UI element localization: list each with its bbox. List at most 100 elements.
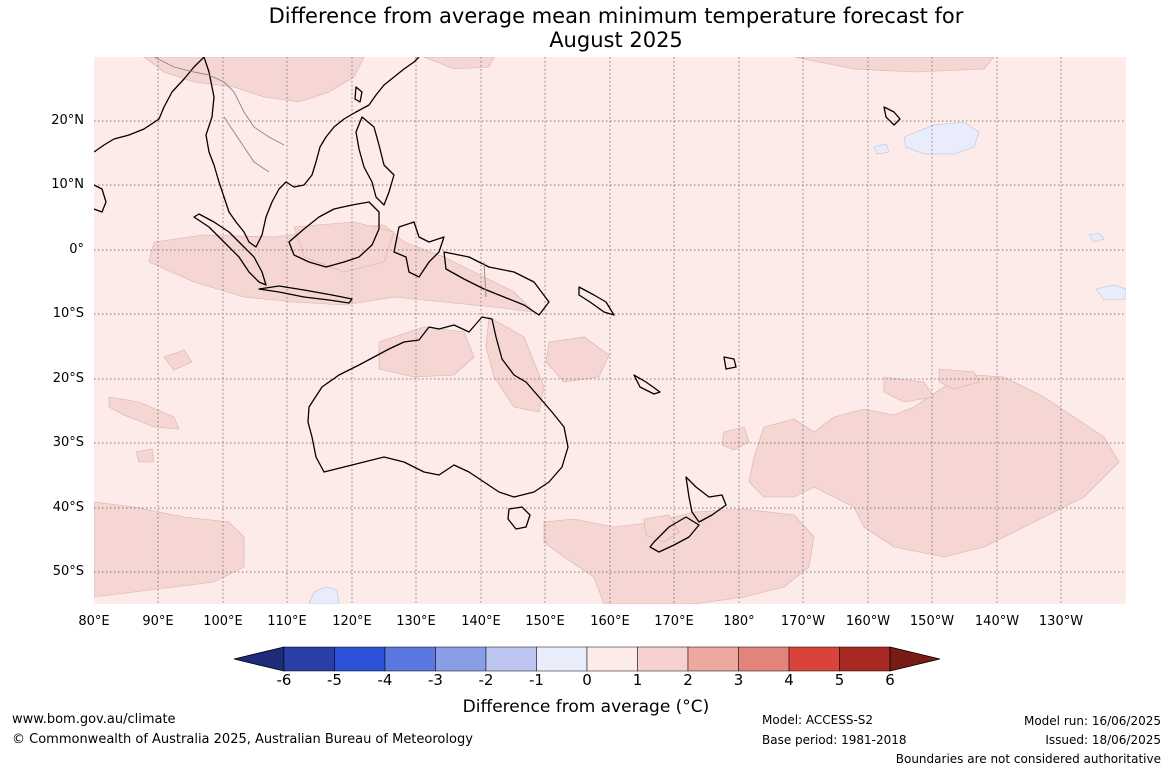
lon-label-130e: 130°E: [396, 614, 436, 629]
colorbar-segment: [485, 646, 537, 672]
colorbar-tick-label: 2: [683, 671, 693, 689]
lon-label-150w: 150°W: [909, 614, 955, 629]
lon-label-120e: 120°E: [332, 614, 372, 629]
footer-copyright: © Commonwealth of Australia 2025, Austra…: [12, 732, 473, 747]
lat-label-50s: 50°S: [52, 564, 84, 579]
coast-solomons: [578, 286, 615, 316]
lon-label-140e: 140°E: [461, 614, 501, 629]
cool-east-pacific-south: [1095, 284, 1126, 301]
colorbar-segment: [788, 646, 840, 672]
cool-shading: [308, 121, 1126, 604]
coast-sumatra: [193, 213, 267, 286]
colorbar-segment: [435, 646, 487, 672]
shade-queensland: [485, 316, 545, 413]
colorbar-segment: [687, 646, 739, 672]
colorbar-label: Difference from average (°C): [462, 697, 710, 717]
lon-label-130w: 130°W: [1038, 614, 1084, 629]
colorbar-segment: [384, 646, 436, 672]
coast-sri-lanka: [94, 184, 107, 213]
colorbar-under-arrow: [234, 646, 285, 672]
colorbar-segment: [334, 646, 386, 672]
shade-indian-1: [163, 349, 193, 371]
colorbar-tick-label: -3: [428, 671, 443, 689]
lon-label-180: 180°: [723, 614, 755, 629]
lat-label-20n: 20°N: [51, 113, 84, 128]
colorbar-segment: [283, 646, 335, 672]
lon-label-110e: 110°E: [267, 614, 307, 629]
shade-northeast: [793, 57, 995, 73]
colorbar-tick-label: 5: [834, 671, 845, 689]
footer-model-run: Model run: 16/06/2025: [1023, 714, 1161, 728]
lon-label-160w: 160°W: [845, 614, 891, 629]
shade-coral-sea: [545, 336, 610, 383]
colorbar-tick-label: -5: [327, 671, 342, 689]
shade-southwest-pacific: [543, 508, 815, 604]
coast-taiwan: [354, 86, 363, 103]
colorbar-segment: [586, 646, 638, 672]
footer-base-period: Base period: 1981-2018: [762, 733, 907, 747]
coast-fiji: [723, 356, 737, 370]
cool-north-pacific: [903, 121, 980, 155]
cool-north-pacific-2: [873, 143, 890, 155]
lon-label-140w: 140°W: [974, 614, 1020, 629]
shade-pacific-east-1: [883, 376, 935, 403]
lat-label-10n: 10°N: [51, 177, 84, 192]
anomaly-shading: [94, 57, 1120, 604]
lon-label-150e: 150°E: [525, 614, 565, 629]
lon-label-90e: 90°E: [142, 614, 174, 629]
coast-tasmania: [507, 506, 531, 530]
coast-australia: [307, 316, 569, 498]
colorbar-segments: [283, 646, 891, 672]
shade-indian-2: [108, 396, 180, 430]
colorbar-segment: [738, 646, 790, 672]
colorbar-segment: [637, 646, 689, 672]
footer-model: Model: ACCESS-S2: [762, 713, 874, 727]
coast-nz-north: [685, 476, 727, 523]
coast-new-caledonia: [633, 374, 661, 395]
coast-sulawesi: [393, 221, 445, 278]
coast-hawaii: [883, 106, 901, 126]
colorbar-tick-label: 4: [784, 671, 794, 689]
colorbar-tick-label: 1: [632, 671, 643, 689]
shade-nz-east: [643, 514, 680, 543]
shade-south-pacific-central: [748, 374, 1120, 558]
coast-philippines: [355, 116, 395, 206]
title-line-1: Difference from average mean minimum tem…: [268, 4, 964, 28]
colorbar-tick-label: 6: [885, 671, 895, 689]
title-line-2: August 2025: [549, 28, 683, 52]
colorbar-segment: [839, 646, 891, 672]
coast-indochina: [203, 57, 420, 248]
lon-label-170w: 170°W: [780, 614, 826, 629]
footer-website[interactable]: www.bom.gov.au/climate: [12, 712, 176, 727]
cool-south-indian: [308, 586, 340, 604]
graticule: [94, 57, 1126, 604]
lon-label-100e: 100°E: [203, 614, 243, 629]
footer-disclaimer: Boundaries are not considered authoritat…: [895, 752, 1161, 766]
cool-equatorial-east: [1088, 232, 1105, 243]
map-title: Difference from average mean minimum tem…: [0, 4, 1173, 52]
colorbar-tick-label: -6: [276, 671, 292, 689]
coast-india-east: [94, 57, 205, 153]
coast-new-guinea: [443, 251, 550, 316]
borders: [153, 57, 487, 298]
shade-asia-north: [143, 57, 365, 103]
colorbar-tick-label: -1: [529, 671, 544, 689]
shade-pacific-north: [423, 57, 495, 70]
coast-nz-south: [649, 516, 700, 553]
colorbar: [234, 646, 940, 672]
lat-label-10s: 10°S: [52, 306, 84, 321]
shade-south-indian: [94, 501, 245, 598]
colorbar-tick-label: 0: [582, 671, 592, 689]
shade-indian-3: [135, 448, 155, 463]
colorbar-tick-label: -4: [377, 671, 393, 689]
lat-label-30s: 30°S: [52, 435, 84, 450]
colorbar-tick-label: -2: [478, 671, 494, 689]
lon-label-80e: 80°E: [78, 614, 110, 629]
lon-label-170e: 170°E: [654, 614, 694, 629]
coast-java: [258, 285, 353, 304]
colorbar-tick-label: 3: [733, 671, 744, 689]
lat-label-20s: 20°S: [52, 371, 84, 386]
forecast-map: [94, 57, 1126, 604]
shade-borneo: [293, 221, 395, 273]
coastlines: [94, 57, 901, 553]
